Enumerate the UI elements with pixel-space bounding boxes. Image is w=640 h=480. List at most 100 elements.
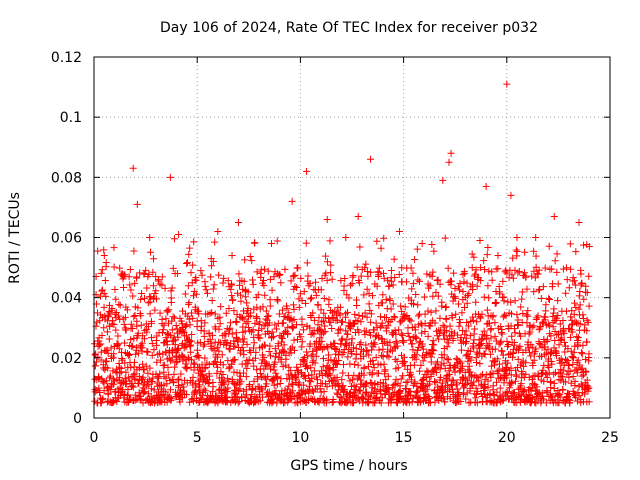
data-point bbox=[440, 331, 448, 339]
data-point bbox=[277, 375, 285, 383]
data-point bbox=[141, 270, 149, 278]
data-point bbox=[205, 360, 213, 368]
data-point bbox=[268, 286, 276, 294]
data-point bbox=[306, 280, 314, 288]
data-point bbox=[127, 286, 135, 294]
data-point bbox=[337, 277, 345, 285]
data-point bbox=[451, 284, 459, 292]
data-point bbox=[355, 386, 363, 394]
data-point bbox=[352, 345, 360, 353]
data-point bbox=[280, 341, 288, 349]
data-point bbox=[223, 387, 231, 395]
data-point bbox=[133, 200, 141, 208]
data-point bbox=[404, 395, 412, 403]
data-point bbox=[250, 344, 258, 352]
data-point bbox=[228, 330, 236, 338]
y-tick-label: 0.06 bbox=[51, 231, 82, 247]
data-point bbox=[414, 276, 422, 284]
data-point bbox=[127, 336, 135, 344]
data-point bbox=[477, 277, 485, 285]
data-point bbox=[419, 357, 427, 365]
data-point bbox=[403, 311, 411, 319]
data-point bbox=[533, 270, 541, 278]
data-point bbox=[504, 341, 512, 349]
data-point bbox=[137, 392, 145, 400]
data-point bbox=[150, 255, 158, 263]
data-point bbox=[489, 312, 497, 320]
data-point bbox=[224, 374, 232, 382]
data-point bbox=[126, 350, 134, 358]
data-point bbox=[522, 370, 530, 378]
data-point bbox=[336, 325, 344, 333]
data-point bbox=[470, 378, 478, 386]
data-point bbox=[511, 377, 519, 385]
data-point bbox=[562, 378, 570, 386]
data-point bbox=[264, 267, 272, 275]
data-point bbox=[344, 330, 352, 338]
data-point bbox=[511, 325, 519, 333]
data-point bbox=[214, 363, 222, 371]
data-point bbox=[307, 394, 315, 402]
data-point bbox=[448, 376, 456, 384]
data-point bbox=[568, 316, 576, 324]
data-point bbox=[431, 398, 439, 406]
data-point bbox=[362, 327, 370, 335]
data-point bbox=[512, 246, 520, 254]
data-point bbox=[189, 314, 197, 322]
data-point bbox=[191, 360, 199, 368]
data-point bbox=[155, 374, 163, 382]
data-point bbox=[440, 359, 448, 367]
data-point bbox=[310, 316, 318, 324]
data-point bbox=[426, 282, 434, 290]
data-point bbox=[234, 289, 242, 297]
data-point bbox=[156, 349, 164, 357]
data-point bbox=[97, 348, 105, 356]
data-point bbox=[446, 395, 454, 403]
data-point bbox=[370, 339, 378, 347]
data-point bbox=[571, 377, 579, 385]
data-point bbox=[141, 388, 149, 396]
data-point bbox=[218, 351, 226, 359]
data-point bbox=[203, 289, 211, 297]
data-point bbox=[510, 341, 518, 349]
data-point bbox=[429, 268, 437, 276]
data-point bbox=[301, 354, 309, 362]
data-point bbox=[217, 303, 225, 311]
data-point bbox=[214, 227, 222, 235]
data-point bbox=[514, 269, 522, 277]
data-point bbox=[116, 301, 124, 309]
data-point bbox=[311, 359, 319, 367]
data-point bbox=[455, 300, 463, 308]
data-point bbox=[464, 377, 472, 385]
data-point bbox=[360, 291, 368, 299]
data-point bbox=[550, 344, 558, 352]
data-point bbox=[182, 343, 190, 351]
data-point bbox=[387, 305, 395, 313]
data-point bbox=[508, 271, 516, 279]
data-point bbox=[363, 347, 371, 355]
data-point bbox=[148, 351, 156, 359]
data-point bbox=[98, 266, 106, 274]
data-point bbox=[176, 398, 184, 406]
data-point bbox=[452, 310, 460, 318]
x-axis-label: GPS time / hours bbox=[290, 458, 407, 474]
data-point bbox=[190, 359, 198, 367]
data-point bbox=[439, 379, 447, 387]
data-point bbox=[102, 358, 110, 366]
data-point bbox=[182, 322, 190, 330]
data-point bbox=[507, 364, 515, 372]
data-point bbox=[322, 269, 330, 277]
data-point bbox=[500, 311, 508, 319]
data-point bbox=[333, 360, 341, 368]
data-point bbox=[105, 335, 113, 343]
data-point bbox=[354, 361, 362, 369]
data-point bbox=[378, 319, 386, 327]
data-point bbox=[493, 378, 501, 386]
data-point bbox=[505, 351, 513, 359]
data-point bbox=[507, 379, 515, 387]
data-point bbox=[579, 314, 587, 322]
data-point bbox=[225, 365, 233, 373]
data-point bbox=[266, 296, 274, 304]
data-point bbox=[164, 363, 172, 371]
data-point bbox=[270, 381, 278, 389]
